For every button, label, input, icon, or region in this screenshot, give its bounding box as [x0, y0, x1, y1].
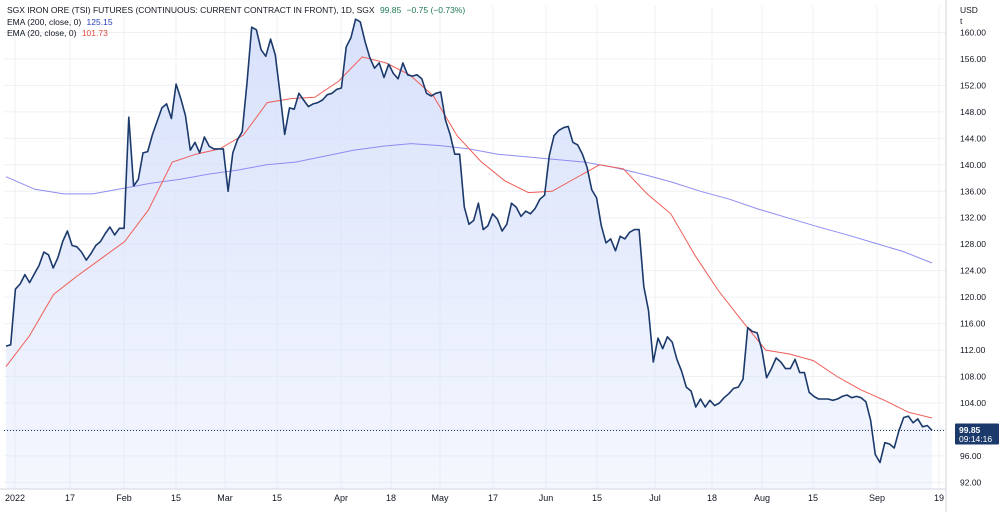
x-tick-label: 15	[592, 493, 602, 503]
y-tick-label: 92.00	[960, 477, 982, 487]
x-tick-label: 2022	[5, 493, 25, 503]
x-tick-label: 19	[934, 493, 944, 503]
last-price-tag	[955, 423, 999, 445]
legend-ema20[interactable]: EMA (20, close, 0) 101.73	[7, 28, 465, 40]
y-tick-label: 132.00	[960, 213, 986, 223]
legend-main-change: −0.75 (−0.73%)	[406, 5, 466, 15]
x-tick-label: 17	[488, 493, 498, 503]
x-tick-label: Mar	[217, 493, 233, 503]
last-price-tag-countdown: 09:14:16	[959, 434, 992, 444]
y-tick-label: 156.00	[960, 54, 986, 64]
x-tick-label: Jul	[649, 493, 661, 503]
last-price-tag-value: 99.85	[959, 425, 981, 435]
ema20-line	[5, 56, 933, 419]
y-tick-label: 128.00	[960, 239, 986, 249]
x-tick-label: Jun	[539, 493, 554, 503]
legend: SGX IRON ORE (TSI) FUTURES (CONTINUOUS: …	[7, 5, 465, 40]
y-tick-label: 152.00	[960, 80, 986, 90]
legend-ema200-value: 125.15	[86, 16, 113, 27]
legend-main-last: 99.85	[379, 5, 402, 15]
x-tick-label: 18	[386, 493, 396, 503]
y-tick-label: 112.00	[960, 345, 986, 355]
x-tick-label: 15	[171, 493, 181, 503]
x-tick-label: May	[431, 493, 449, 503]
x-tick-label: 18	[707, 493, 717, 503]
y-tick-label: 124.00	[960, 266, 986, 276]
x-tick-label: 15	[808, 493, 818, 503]
x-tick-label: Sep	[869, 493, 885, 503]
price-line	[5, 18, 933, 464]
y-tick-label: 96.00	[960, 451, 982, 461]
y-tick-label: 140.00	[960, 160, 986, 170]
legend-ema20-value: 101.73	[81, 28, 108, 38]
y-tick-label: 108.00	[960, 372, 986, 382]
x-tick-label: 15	[272, 493, 282, 503]
legend-main-title: SGX IRON ORE (TSI) FUTURES (CONTINUOUS: …	[7, 5, 375, 15]
legend-main[interactable]: SGX IRON ORE (TSI) FUTURES (CONTINUOUS: …	[7, 5, 465, 17]
x-tick-label: Apr	[334, 493, 348, 503]
legend-ema200-label: EMA (200, close, 0)	[7, 16, 82, 27]
y-tick-label: 144.00	[960, 133, 986, 143]
legend-ema20-label: EMA (20, close, 0)	[7, 28, 77, 38]
x-tick-label: Feb	[116, 493, 132, 503]
price-scale-currency: USD	[960, 5, 978, 15]
x-tick-label: Aug	[754, 493, 770, 503]
y-tick-label: 160.00	[960, 27, 986, 37]
price-scale-unit: t	[960, 16, 963, 26]
y-tick-label: 120.00	[960, 292, 986, 302]
y-tick-label: 148.00	[960, 107, 986, 117]
y-tick-label: 136.00	[960, 186, 986, 196]
price-area-fill	[6, 19, 932, 489]
y-tick-label: 104.00	[960, 398, 986, 408]
legend-ema200[interactable]: EMA (200, close, 0) 125.15	[7, 17, 465, 29]
x-tick-label: 17	[65, 493, 75, 503]
y-tick-label: 116.00	[960, 319, 986, 329]
